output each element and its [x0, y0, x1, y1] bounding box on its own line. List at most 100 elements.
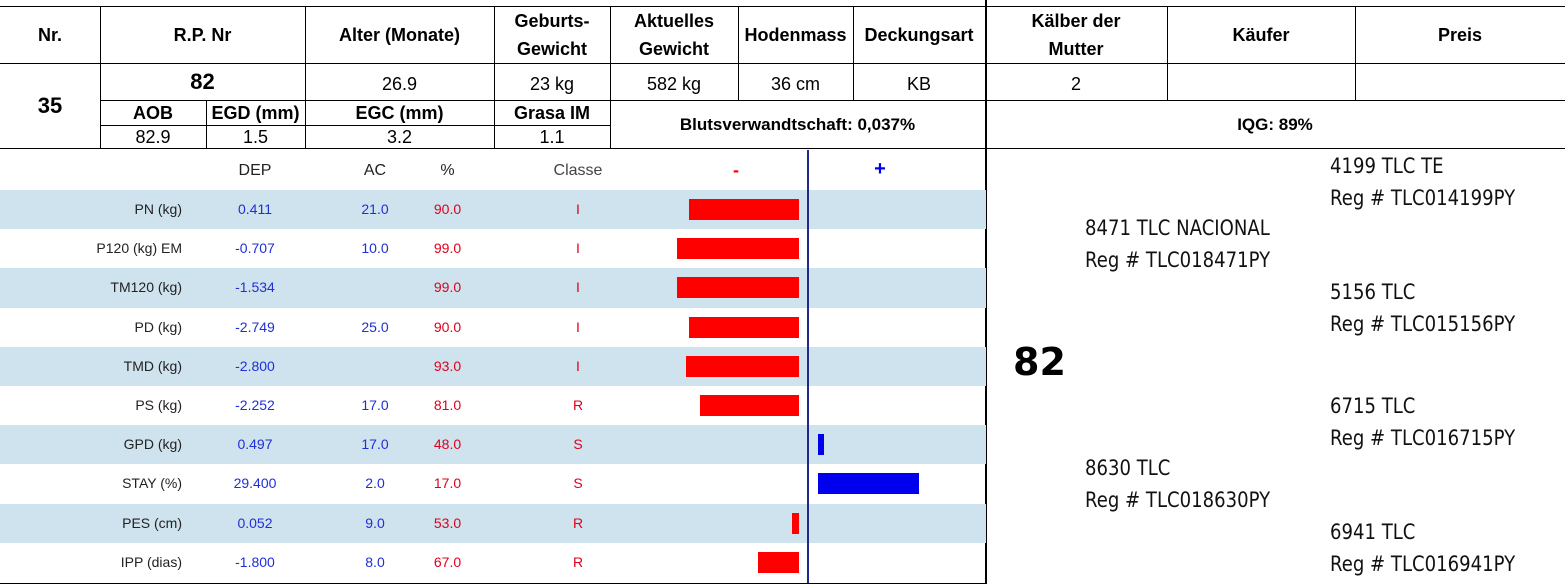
animal-alter: 26.9	[381, 74, 418, 94]
epd-dep: -0.707	[235, 240, 275, 257]
aob-label: AOB	[133, 102, 173, 123]
epd-dep: 0.411	[238, 201, 272, 217]
header-geburts-l2: Gewicht	[516, 38, 587, 59]
epd-table: DEP AC % Classe - + PN (kg) 0.411 21.0 90.0…	[0, 150, 986, 584]
animal-nr: 35	[37, 93, 63, 118]
epd-row: STAY (%) 29.400 2.0 17.0 S	[0, 464, 986, 503]
ds-name: 6715 TLC	[1330, 394, 1416, 418]
dd-name: 6941 TLC	[1330, 520, 1416, 544]
col-dep: DEP	[238, 162, 272, 179]
ss-reg: Reg # TLC014199PY	[1330, 186, 1516, 210]
bar-axis	[807, 150, 809, 584]
epd-pct: 90.0	[433, 201, 462, 217]
epd-bar-negative	[689, 316, 799, 338]
col-classe: Classe	[553, 162, 603, 179]
epd-classe: I	[576, 357, 580, 374]
header-geburts-l1: Geburts-	[514, 10, 590, 31]
epd-row: IPP (dias) -1.800 8.0 67.0 R	[0, 543, 986, 582]
epd-ac: 10.0	[361, 240, 389, 257]
epd-ac: 17.0	[361, 436, 389, 453]
epd-trait-name: PD (kg)	[134, 318, 182, 335]
epd-pct: 53.0	[433, 514, 462, 531]
header-geburtsgewicht: Geburts- Gewicht	[494, 6, 610, 63]
dd-reg: Reg # TLC016941PY	[1330, 552, 1516, 576]
header-aktuelles-l2: Gewicht	[638, 38, 709, 59]
epd-bar-positive	[818, 473, 920, 495]
animal-preis[interactable]	[1355, 66, 1565, 103]
epd-bar-negative	[685, 355, 799, 377]
epd-pct: 67.0	[433, 553, 462, 570]
epd-dep: -1.534	[235, 279, 275, 296]
epd-ac: 9.0	[365, 514, 385, 531]
header-kaelber-l1: Kälber der	[1031, 10, 1121, 31]
epd-classe: R	[572, 397, 584, 413]
epd-row: GPD (kg) 0.497 17.0 48.0 S	[0, 425, 986, 465]
epd-dep: 29.400	[233, 475, 277, 492]
epd-trait-name: P120 (kg) EM	[96, 240, 182, 257]
header-aktuelles-l1: Aktuelles	[633, 10, 715, 31]
epd-pct: 81.0	[433, 397, 462, 413]
header-nr: Nr.	[37, 24, 62, 45]
epd-dep: -2.800	[235, 357, 275, 374]
sire-name: 8471 TLC NACIONAL	[1085, 216, 1270, 240]
egc-value: 3.2	[386, 126, 413, 147]
col-minus: -	[733, 160, 739, 180]
sd-name: 5156 TLC	[1330, 280, 1416, 304]
animal-aktuelles-gewicht: 582 kg	[646, 74, 702, 94]
epd-bar-negative	[689, 199, 799, 220]
animal-kaeufer[interactable]	[1167, 66, 1355, 103]
epd-bar-negative	[677, 277, 799, 299]
header-kaeufer: Käufer	[1232, 24, 1290, 45]
epd-trait-name: GPD (kg)	[123, 436, 182, 453]
epd-pct: 90.0	[433, 318, 462, 335]
epd-dep: -2.252	[235, 397, 275, 413]
epd-bar-negative	[677, 238, 799, 260]
pedigree-panel: 82 8471 TLC NACIONAL Reg # TLC018471PY 8…	[987, 150, 1565, 584]
epd-pct: 48.0	[433, 436, 462, 453]
header-alter: Alter (Monate)	[339, 24, 460, 45]
egd-value: 1.5	[242, 126, 269, 147]
epd-ac: 8.0	[365, 553, 385, 570]
epd-row: PD (kg) -2.749 25.0 90.0 I	[0, 308, 986, 347]
epd-bar-negative	[757, 551, 799, 573]
epd-dep: 0.052	[237, 514, 273, 531]
dam-reg: Reg # TLC018630PY	[1085, 488, 1271, 512]
epd-pct: 17.0	[433, 475, 462, 492]
header-deckungsart: Deckungsart	[864, 24, 974, 45]
epd-bar-positive	[818, 434, 825, 456]
egd-label: EGD (mm)	[211, 102, 300, 123]
epd-dep: -2.749	[235, 318, 275, 335]
epd-trait-name: PES (cm)	[122, 514, 182, 531]
epd-trait-name: PS (kg)	[135, 397, 182, 413]
epd-row: PS (kg) -2.252 17.0 81.0 R	[0, 386, 986, 425]
epd-pct: 99.0	[433, 240, 462, 257]
header-kaelber-l2: Mutter	[1048, 38, 1104, 59]
epd-row: TMD (kg) -2.800 93.0 I	[0, 346, 986, 386]
epd-row: PES (cm) 0.052 9.0 53.0 R	[0, 503, 986, 543]
epd-pct: 99.0	[433, 279, 462, 296]
ss-name: 4199 TLC TE	[1330, 154, 1444, 178]
epd-ac: 25.0	[361, 318, 389, 335]
epd-trait-name: STAY (%)	[122, 475, 182, 492]
epd-row: TM120 (kg) -1.534 99.0 I	[0, 268, 986, 308]
epd-classe: S	[573, 436, 583, 453]
sd-reg: Reg # TLC015156PY	[1330, 312, 1516, 336]
header-aktuelles-gewicht: Aktuelles Gewicht	[610, 6, 738, 63]
pedigree-animal: 82	[1013, 340, 1066, 384]
ds-reg: Reg # TLC016715PY	[1330, 426, 1516, 450]
iqg: IQG: 89%	[1237, 114, 1313, 134]
header-preis: Preis	[1437, 24, 1483, 45]
animal-geburtsgewicht: 23 kg	[529, 74, 575, 94]
animal-hodenmass: 36 cm	[770, 74, 821, 94]
epd-classe: I	[576, 240, 580, 257]
grasa-label: Grasa IM	[513, 102, 591, 123]
epd-bar-negative	[791, 512, 799, 534]
epd-dep: 0.497	[237, 436, 273, 453]
animal-kaelber: 2	[1070, 74, 1081, 94]
epd-classe: S	[573, 475, 583, 492]
blutsverwandtschaft: Blutsverwandtschaft: 0,037%	[679, 114, 916, 134]
egc-label: EGC (mm)	[355, 102, 444, 123]
aob-value: 82.9	[135, 126, 171, 147]
epd-classe: R	[572, 514, 584, 531]
epd-ac: 17.0	[361, 397, 389, 413]
